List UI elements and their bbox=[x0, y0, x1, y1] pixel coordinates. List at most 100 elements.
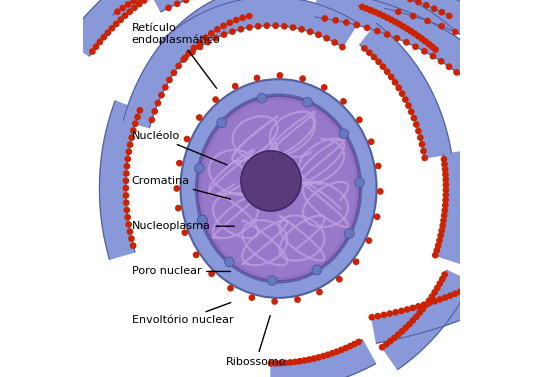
Circle shape bbox=[381, 312, 386, 317]
Circle shape bbox=[478, 42, 483, 48]
Circle shape bbox=[522, 294, 528, 299]
Circle shape bbox=[420, 306, 425, 311]
Circle shape bbox=[375, 28, 380, 34]
Circle shape bbox=[403, 325, 408, 330]
Circle shape bbox=[531, 150, 537, 155]
Circle shape bbox=[126, 2, 131, 7]
Circle shape bbox=[535, 165, 540, 170]
Circle shape bbox=[124, 207, 130, 213]
Circle shape bbox=[486, 101, 491, 106]
Circle shape bbox=[517, 121, 522, 127]
Circle shape bbox=[442, 213, 447, 218]
Circle shape bbox=[209, 31, 214, 36]
Circle shape bbox=[221, 32, 227, 37]
Circle shape bbox=[474, 88, 480, 93]
Circle shape bbox=[124, 171, 129, 176]
Circle shape bbox=[126, 222, 131, 227]
Circle shape bbox=[249, 295, 255, 300]
Circle shape bbox=[234, 17, 239, 23]
Circle shape bbox=[105, 30, 111, 35]
Circle shape bbox=[109, 26, 115, 31]
Text: Retículo
endoplasmático: Retículo endoplasmático bbox=[132, 23, 220, 88]
Circle shape bbox=[472, 283, 477, 288]
Circle shape bbox=[272, 299, 277, 304]
Circle shape bbox=[512, 64, 517, 69]
Circle shape bbox=[125, 156, 131, 162]
Circle shape bbox=[429, 294, 435, 299]
Circle shape bbox=[181, 57, 186, 62]
Circle shape bbox=[118, 17, 123, 22]
Circle shape bbox=[379, 345, 385, 350]
Circle shape bbox=[295, 297, 300, 302]
Circle shape bbox=[539, 89, 542, 94]
Circle shape bbox=[283, 360, 288, 366]
Circle shape bbox=[525, 136, 530, 141]
Circle shape bbox=[167, 77, 172, 83]
Circle shape bbox=[191, 45, 197, 51]
Circle shape bbox=[334, 349, 339, 354]
Circle shape bbox=[238, 27, 243, 32]
Circle shape bbox=[365, 25, 370, 31]
Circle shape bbox=[393, 19, 398, 25]
Polygon shape bbox=[358, 0, 453, 49]
Circle shape bbox=[247, 14, 252, 19]
Circle shape bbox=[457, 289, 463, 294]
Ellipse shape bbox=[197, 96, 359, 281]
Circle shape bbox=[193, 252, 199, 257]
Circle shape bbox=[120, 5, 125, 11]
Circle shape bbox=[299, 27, 304, 32]
Circle shape bbox=[197, 44, 203, 49]
Circle shape bbox=[423, 38, 428, 44]
Circle shape bbox=[433, 253, 438, 258]
Circle shape bbox=[159, 92, 164, 98]
Circle shape bbox=[227, 20, 233, 25]
Circle shape bbox=[292, 359, 298, 365]
Circle shape bbox=[337, 277, 342, 282]
Circle shape bbox=[90, 49, 95, 54]
Circle shape bbox=[124, 178, 128, 184]
Circle shape bbox=[480, 94, 486, 100]
Circle shape bbox=[388, 339, 393, 344]
Circle shape bbox=[432, 290, 437, 295]
Circle shape bbox=[228, 286, 233, 291]
Circle shape bbox=[439, 228, 444, 233]
Circle shape bbox=[540, 225, 542, 230]
Circle shape bbox=[213, 97, 218, 102]
Circle shape bbox=[399, 308, 404, 314]
Circle shape bbox=[531, 80, 536, 86]
Circle shape bbox=[312, 265, 322, 275]
Circle shape bbox=[122, 13, 128, 18]
Circle shape bbox=[490, 49, 495, 54]
Circle shape bbox=[317, 290, 322, 295]
Polygon shape bbox=[279, 0, 462, 16]
Circle shape bbox=[416, 34, 421, 39]
Circle shape bbox=[205, 40, 210, 45]
Circle shape bbox=[384, 342, 389, 347]
Circle shape bbox=[437, 281, 442, 286]
Circle shape bbox=[466, 35, 471, 41]
Circle shape bbox=[534, 160, 539, 165]
Circle shape bbox=[184, 136, 190, 142]
Circle shape bbox=[344, 20, 349, 25]
Circle shape bbox=[434, 248, 440, 253]
Circle shape bbox=[97, 39, 102, 44]
Circle shape bbox=[443, 202, 448, 208]
Circle shape bbox=[439, 9, 444, 15]
Circle shape bbox=[372, 9, 378, 15]
Polygon shape bbox=[435, 150, 473, 264]
Circle shape bbox=[461, 75, 466, 81]
Circle shape bbox=[537, 175, 542, 180]
Circle shape bbox=[536, 204, 541, 209]
Circle shape bbox=[230, 29, 235, 34]
Circle shape bbox=[376, 59, 381, 64]
Circle shape bbox=[537, 199, 542, 204]
Circle shape bbox=[443, 198, 448, 203]
Circle shape bbox=[453, 29, 458, 35]
Circle shape bbox=[410, 14, 416, 19]
Circle shape bbox=[387, 311, 392, 316]
Circle shape bbox=[536, 170, 541, 175]
Circle shape bbox=[378, 189, 383, 194]
Circle shape bbox=[447, 13, 452, 18]
Circle shape bbox=[448, 293, 453, 298]
Polygon shape bbox=[517, 104, 542, 224]
